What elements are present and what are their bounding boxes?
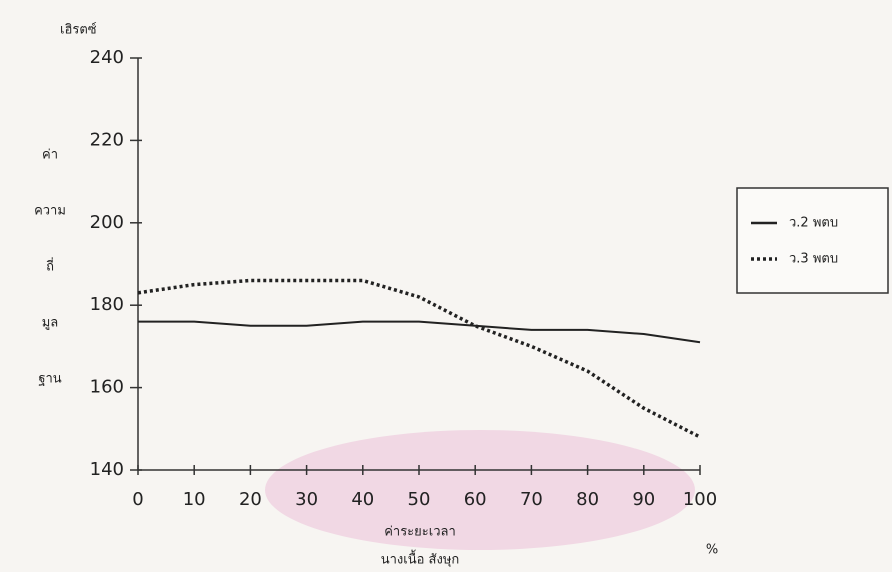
legend-label: ว.3 พตบ (789, 252, 838, 267)
watermark-shape (265, 430, 695, 550)
y-label: ฐาน (38, 372, 61, 387)
legend-box (736, 187, 889, 294)
series-line (138, 320, 701, 344)
x-tick-label: 70 (520, 489, 543, 510)
y-tick-label: 180 (90, 294, 124, 315)
x-tick-label: 90 (632, 489, 655, 510)
legend-label: ว.2 พตบ (789, 216, 838, 231)
y-tick-label: 160 (90, 377, 124, 398)
series-line (137, 278, 701, 439)
x-tick-label: 60 (464, 489, 487, 510)
y-tick-label: 140 (90, 459, 124, 480)
y-label: มูล (42, 316, 59, 331)
x-tick-label: 40 (351, 489, 374, 510)
y-label: ค่า (42, 148, 58, 163)
y-label: ความ (34, 204, 66, 219)
y-tick-label: 240 (90, 47, 124, 68)
y-label: ถี่ (46, 258, 54, 275)
y-unit: เฮิรตซ์ (60, 22, 97, 38)
x-label: นางเนื้อ สังษุก (381, 550, 460, 568)
x-tick-label: 100 (683, 489, 717, 510)
x-tick-label: 10 (183, 489, 206, 510)
x-tick-label: 80 (576, 489, 599, 510)
x-tick-label: 0 (132, 489, 143, 510)
x-tick-label: 30 (295, 489, 318, 510)
x-tick-label: 50 (408, 489, 431, 510)
x-label: ค่าระยะเวลา (384, 525, 456, 540)
x-tick-label: 20 (239, 489, 262, 510)
y-tick-label: 220 (90, 129, 124, 150)
y-tick-label: 200 (90, 212, 124, 233)
x-unit: % (706, 543, 718, 558)
